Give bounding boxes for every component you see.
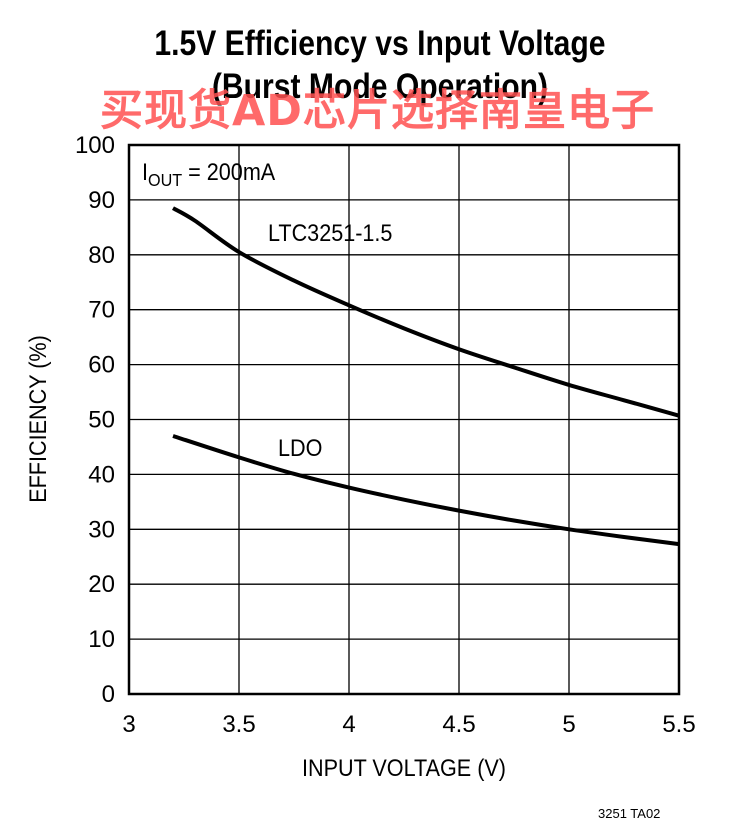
- figure-code: 3251 TA02: [598, 806, 661, 821]
- annotation-suffix: = 200mA: [182, 158, 276, 185]
- y-tick-label: 100: [75, 132, 115, 159]
- series-lines: [172, 206, 680, 547]
- y-tick-label: 80: [88, 242, 115, 269]
- series-line-1: [172, 434, 680, 547]
- y-tick-label: 60: [88, 352, 115, 379]
- x-tick-label: 3: [122, 711, 135, 738]
- y-tick-label: 70: [88, 297, 115, 324]
- plot-frame: [127, 143, 681, 696]
- y-tick-label: 20: [88, 571, 115, 598]
- annotation-subscript: OUT: [148, 170, 183, 190]
- y-tick-label: 0: [102, 681, 115, 708]
- y-tick-label: 40: [88, 461, 115, 488]
- x-tick-label: 4: [342, 711, 355, 738]
- y-tick-label: 10: [88, 626, 115, 653]
- chart-title-line2: (Burst Mode Operation): [211, 67, 548, 106]
- y-axis-label: EFFICIENCY (%): [24, 335, 51, 503]
- y-tick-labels: 0 10 20 30 40 50 60 70 80 90 100: [75, 132, 115, 708]
- chart-title-line1: 1.5V Efficiency vs Input Voltage: [154, 24, 606, 63]
- x-tick-labels: 3 3.5 4 4.5 5 5.5: [122, 711, 695, 738]
- series-labels: LTC3251-1.5 LDO: [268, 219, 392, 461]
- iout-annotation: IOUT = 200mA: [142, 158, 276, 190]
- y-tick-label: 30: [88, 516, 115, 543]
- x-axis-label: INPUT VOLTAGE (V): [302, 754, 506, 781]
- annotation-prefix: I: [142, 158, 148, 185]
- x-tick-label: 4.5: [442, 711, 475, 738]
- series-line-0: [172, 206, 680, 418]
- watermark-text: 买现货AD芯片选择南皇电子: [100, 86, 655, 136]
- series-label-1: LDO: [278, 434, 322, 461]
- x-tick-label: 5: [562, 711, 575, 738]
- grid-lines: [128, 144, 680, 695]
- series-label-0: LTC3251-1.5: [268, 219, 392, 246]
- y-tick-label: 50: [88, 407, 115, 434]
- x-tick-label: 5.5: [662, 711, 695, 738]
- y-tick-label: 90: [88, 187, 115, 214]
- x-tick-label: 3.5: [222, 711, 255, 738]
